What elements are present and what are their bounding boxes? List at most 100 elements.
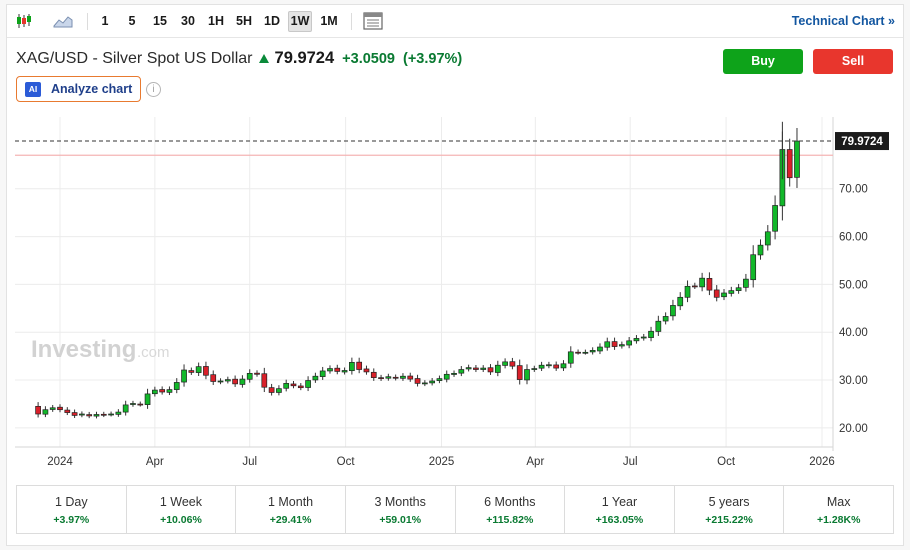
perf-1-week[interactable]: 1 Week +10.06% xyxy=(127,486,237,533)
candle-body xyxy=(509,361,516,367)
candle-body xyxy=(713,289,720,298)
candle-body xyxy=(480,367,487,370)
price-change-percent: (+3.97%) xyxy=(403,50,463,67)
candle-body xyxy=(341,370,348,373)
candle-body xyxy=(553,364,560,369)
candle-body xyxy=(378,377,384,380)
perf-label: 5 years xyxy=(708,495,750,509)
candle-body xyxy=(670,305,676,317)
candle-body xyxy=(122,404,129,413)
perf-max[interactable]: Max +1.28K% xyxy=(784,486,893,533)
analyze-chart-button[interactable]: AI Analyze chart xyxy=(16,76,141,102)
candle-body xyxy=(743,278,749,288)
candle-body xyxy=(385,376,392,379)
perf-value: +10.06% xyxy=(160,514,202,526)
candle-body xyxy=(305,380,311,388)
sell-button[interactable]: Sell xyxy=(813,49,893,74)
perf-label: Max xyxy=(826,495,851,509)
perf-3-months[interactable]: 3 Months +59.01% xyxy=(346,486,456,533)
candle-body xyxy=(597,346,603,352)
watermark-suffix: .com xyxy=(137,344,170,361)
candle-body xyxy=(49,407,56,410)
candle-body xyxy=(188,370,195,373)
info-icon[interactable]: i xyxy=(146,82,161,97)
interval-1m[interactable]: 1M xyxy=(320,14,338,28)
y-tick-label: 20.00 xyxy=(839,423,868,435)
y-tick-label: 40.00 xyxy=(839,327,868,339)
perf-value: +163.05% xyxy=(595,514,644,526)
candle-body xyxy=(786,149,793,179)
candle-body xyxy=(334,367,341,372)
candle-body xyxy=(560,363,567,369)
candlestick-chart-icon[interactable] xyxy=(13,11,35,31)
perf-1-year[interactable]: 1 Year +163.05% xyxy=(565,486,675,533)
candle-body xyxy=(538,364,545,369)
chart-widget: 1 5 15 30 1H 5H 1D 1W 1M Technical Chart… xyxy=(6,4,904,546)
candle-body xyxy=(531,368,538,370)
buy-button[interactable]: Buy xyxy=(723,49,803,74)
candle-body xyxy=(421,382,428,385)
x-tick-label: Oct xyxy=(337,456,356,468)
interval-30[interactable]: 30 xyxy=(181,14,195,28)
candle-body xyxy=(159,389,166,393)
candle-body xyxy=(728,290,735,294)
price-chart[interactable]: Investing .com 20.00 30.00 40.00 50.00 60.00… xyxy=(7,5,903,475)
candle-body xyxy=(400,375,406,379)
x-tick-label: Apr xyxy=(526,456,544,468)
instrument-name: XAG/USD - Silver Spot US Dollar xyxy=(16,49,253,67)
candle-body xyxy=(465,367,472,370)
up-arrow-icon xyxy=(258,54,269,63)
candle-body xyxy=(633,338,640,342)
candle-body xyxy=(217,380,224,383)
candle-body xyxy=(677,296,684,307)
watermark-brand: Investing xyxy=(31,336,136,363)
candle-body xyxy=(35,405,41,415)
candle-body xyxy=(319,370,326,377)
interval-1w[interactable]: 1W xyxy=(288,11,312,32)
candle-body xyxy=(108,413,114,416)
x-tick-label: Oct xyxy=(717,456,736,468)
perf-6-months[interactable]: 6 Months +115.82% xyxy=(456,486,566,533)
template-icon[interactable] xyxy=(362,11,384,31)
candle-body xyxy=(567,351,574,364)
candle-body xyxy=(757,244,764,256)
candle-body xyxy=(246,372,253,380)
candle-body xyxy=(232,378,238,385)
interval-1[interactable]: 1 xyxy=(101,14,109,28)
candle-body xyxy=(297,385,304,389)
interval-5[interactable]: 5 xyxy=(128,14,136,28)
perf-value: +59.01% xyxy=(379,514,422,526)
perf-1-day[interactable]: 1 Day +3.97% xyxy=(17,486,127,533)
watermark: Investing .com xyxy=(31,336,170,363)
perf-value: +3.97% xyxy=(53,514,90,526)
candle-body xyxy=(502,361,508,366)
candle-body xyxy=(86,414,93,417)
candle-body xyxy=(619,344,625,347)
candle-body xyxy=(772,205,778,232)
candle-body xyxy=(640,336,647,339)
performance-bar: 1 Day +3.97% 1 Week +10.06% 1 Month +29.… xyxy=(16,485,894,534)
technical-chart-link[interactable]: Technical Chart » xyxy=(791,14,895,28)
x-tick-label: 2024 xyxy=(47,456,73,468)
area-chart-icon[interactable] xyxy=(52,11,74,31)
interval-15[interactable]: 15 xyxy=(153,14,167,28)
candle-body xyxy=(611,341,618,347)
candle-body xyxy=(721,292,727,298)
candle-body xyxy=(166,389,173,393)
interval-1h[interactable]: 1H xyxy=(208,14,224,28)
candles xyxy=(35,121,800,419)
candle-body xyxy=(349,361,355,372)
perf-5-years[interactable]: 5 years +215.22% xyxy=(675,486,785,533)
candle-body xyxy=(100,413,107,416)
chart-toolbar: 1 5 15 30 1H 5H 1D 1W 1M Technical Chart… xyxy=(7,5,903,38)
interval-1d[interactable]: 1D xyxy=(264,14,280,28)
perf-label: 1 Week xyxy=(159,495,203,509)
candle-body xyxy=(706,278,713,291)
candle-body xyxy=(626,340,633,346)
toolbar-divider xyxy=(87,13,88,30)
candle-body xyxy=(750,254,757,281)
candle-body xyxy=(407,375,414,380)
perf-1-month[interactable]: 1 Month +29.41% xyxy=(236,486,346,533)
perf-label: 6 Months xyxy=(484,495,536,509)
interval-5h[interactable]: 5H xyxy=(236,14,252,28)
